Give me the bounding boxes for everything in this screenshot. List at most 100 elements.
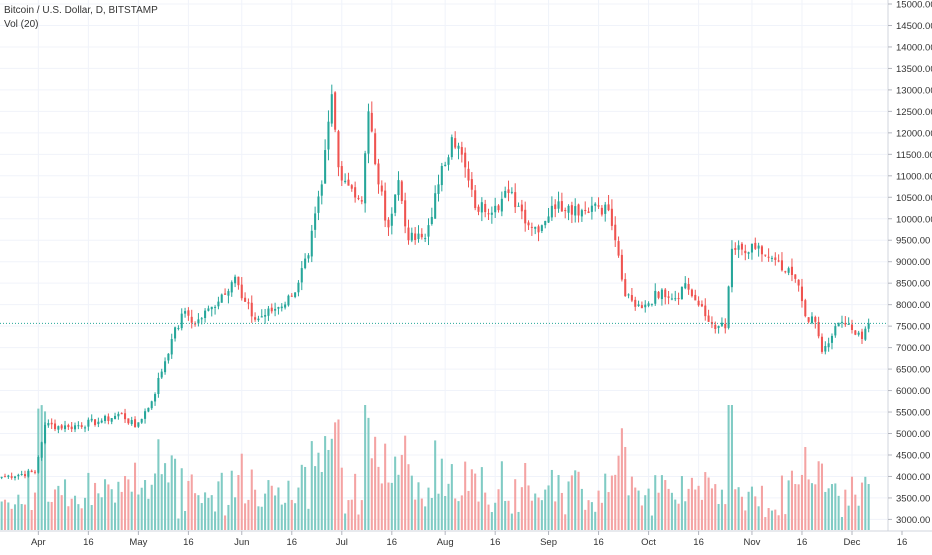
- volume-bar: [230, 470, 233, 530]
- volume-bar: [510, 513, 513, 530]
- volume-bar: [597, 490, 600, 530]
- volume-bar: [820, 463, 824, 530]
- time-tick-label: Apr: [31, 537, 46, 548]
- volume-bar: [767, 508, 770, 530]
- candle-body: [60, 425, 63, 429]
- volume-bar: [360, 500, 363, 530]
- candle-body: [150, 401, 153, 409]
- candle-body: [340, 166, 343, 181]
- volume-bar: [787, 480, 790, 530]
- candle-body: [674, 298, 677, 300]
- candle-body: [464, 152, 467, 168]
- candle-body: [677, 298, 680, 300]
- candle-body: [67, 425, 70, 428]
- candle-body: [540, 225, 543, 231]
- volume-bar: [544, 489, 547, 530]
- volume-bar: [417, 482, 420, 530]
- volume-bar: [547, 485, 550, 530]
- candle-body: [554, 204, 557, 210]
- volume-bar: [760, 485, 763, 530]
- volume-bar: [630, 476, 633, 530]
- volume-bar: [464, 461, 467, 530]
- volume-bar: [310, 441, 313, 530]
- candle-body: [530, 226, 533, 228]
- candle-body: [457, 145, 460, 149]
- price-tick-label: 12500.00: [896, 107, 932, 118]
- volume-bar: [207, 497, 210, 530]
- candle-body: [134, 419, 137, 428]
- candle-body: [94, 419, 97, 425]
- candle-body: [497, 205, 500, 211]
- volume-bar: [607, 492, 610, 530]
- volume-bar: [60, 495, 63, 530]
- volume-bar: [724, 504, 727, 530]
- candle-body: [310, 230, 313, 257]
- candle-body: [83, 427, 87, 429]
- candle-body: [830, 335, 834, 343]
- candle-body: [470, 179, 473, 190]
- candle-body: [454, 138, 457, 148]
- volume-bar: [134, 462, 137, 530]
- volume-bar: [677, 503, 680, 530]
- candle-body: [244, 297, 247, 302]
- candle-body: [207, 308, 210, 311]
- volume-bar: [524, 463, 527, 530]
- volume-bar: [284, 502, 287, 530]
- candle-body: [267, 308, 270, 316]
- candle-body: [680, 286, 683, 300]
- candle-body: [850, 324, 854, 330]
- volume-bar: [600, 502, 603, 530]
- volume-bar: [184, 510, 187, 530]
- candle-body: [427, 225, 430, 237]
- candle-body: [740, 243, 743, 250]
- volume-bar: [610, 475, 613, 530]
- volume-bar: [140, 487, 143, 530]
- volume-bar: [647, 488, 650, 530]
- candle-body: [73, 425, 77, 430]
- time-axis[interactable]: Apr 16 May 16 Jun 16 Jul 16 Aug 16 Sep 16 Oct 16 Nov 16…: [0, 530, 932, 548]
- price-axis-bg: [888, 0, 932, 550]
- candle-body: [250, 302, 253, 317]
- candle-body: [517, 205, 520, 207]
- volume-bar: [604, 473, 607, 530]
- candle-body: [730, 248, 733, 288]
- candle-body: [770, 257, 773, 259]
- candle-body: [617, 241, 620, 256]
- candle-body: [430, 216, 433, 224]
- volume-bar: [484, 492, 487, 530]
- candle-body: [23, 474, 27, 477]
- candle-body: [754, 242, 757, 249]
- candle-body: [780, 260, 783, 271]
- volume-bar: [710, 488, 713, 530]
- volume-bar: [164, 463, 167, 530]
- candle-body: [237, 276, 240, 286]
- candle-body: [3, 476, 7, 478]
- volume-bar: [717, 503, 720, 530]
- volume-bar: [234, 497, 237, 530]
- candle-body: [570, 205, 573, 215]
- candle-body: [537, 226, 540, 233]
- candle-body: [177, 328, 180, 330]
- volume-bar: [174, 458, 177, 530]
- price-tick-label: 15000.00: [896, 0, 932, 11]
- candle-body: [57, 426, 60, 430]
- volume-bar: [774, 509, 777, 530]
- volume-bar: [497, 489, 500, 530]
- volume-bar: [350, 499, 353, 530]
- candle-body: [510, 191, 513, 193]
- candle-body: [720, 322, 723, 326]
- volume-bar: [837, 495, 840, 530]
- candle-body: [157, 377, 160, 395]
- candle-body: [574, 206, 577, 216]
- candle-body: [480, 202, 483, 213]
- candle-body: [840, 321, 844, 323]
- volume-bar: [33, 492, 37, 530]
- candle-body: [410, 232, 413, 241]
- volume-bar: [557, 475, 560, 530]
- candle-body: [587, 211, 590, 213]
- volume-bar: [354, 473, 357, 530]
- volume-bar: [384, 443, 387, 530]
- price-axis[interactable]: 3000.00 3500.00 4000.00 4500.00 5000.00 5500.…: [887, 0, 932, 550]
- candle-body: [747, 252, 750, 254]
